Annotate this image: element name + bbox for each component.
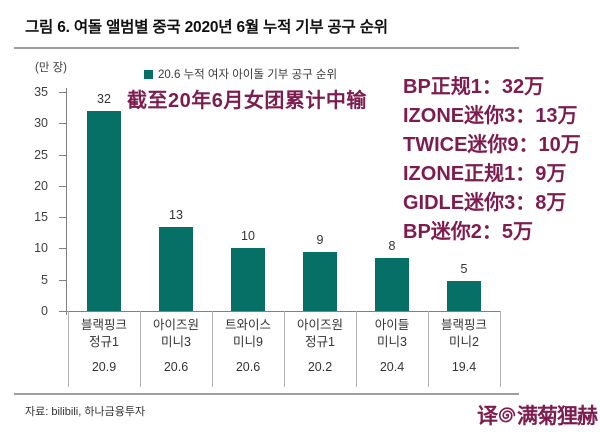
category-cell-border	[356, 311, 357, 387]
y-tick	[59, 123, 66, 125]
category-label: 블랙핑크 정규1	[80, 318, 127, 349]
legend-marker-icon	[144, 69, 153, 79]
bar-value-label: 13	[169, 207, 183, 222]
category-cell-border	[284, 311, 285, 387]
category-cell-border	[428, 311, 429, 387]
watermark-prefix: 译	[477, 405, 498, 428]
category-date-label: 20.2	[307, 360, 333, 374]
y-axis-line	[66, 88, 67, 315]
y-tick	[59, 279, 66, 281]
overlay-headline: 截至20年6月女团累计中输	[127, 90, 367, 112]
bar	[159, 226, 193, 311]
bar-value-label: 10	[241, 228, 255, 243]
watermark-name: 满菊狸赫	[517, 405, 598, 428]
legend: 20.6 누적 여자 아이돌 기부 공구 순위	[144, 66, 337, 82]
bar	[303, 252, 337, 311]
rank-item: BP迷你2：5万	[403, 221, 534, 243]
y-tick-label: 5	[41, 272, 48, 287]
y-tick-label: 25	[34, 147, 48, 162]
rank-item: BP正规1：32万	[403, 76, 545, 98]
category-label: 블랙핑크 미니2	[440, 318, 487, 349]
y-tick	[59, 248, 66, 250]
bar-value-label: 9	[316, 233, 324, 248]
category-date-label: 19.4	[451, 360, 477, 374]
category-date-label: 20.6	[163, 360, 189, 374]
category-label: 아이들 미니3	[374, 318, 410, 349]
category-cell-border	[68, 311, 69, 387]
category-cell-border	[212, 311, 213, 387]
source-note: 자료: bilibili, 하나금융투자	[25, 406, 146, 418]
category-cell-border	[500, 311, 501, 387]
title-rule	[14, 47, 519, 49]
y-tick-label: 10	[34, 241, 48, 256]
bar	[231, 247, 265, 311]
bar-value-label: 5	[460, 261, 468, 276]
figure-title: 그림 6. 여돌 앨범별 중국 2020년 6월 누적 기부 공구 순위	[25, 19, 388, 36]
rank-item: IZONE迷你3：13万	[403, 105, 578, 127]
swirl-icon	[499, 406, 516, 422]
bar-value-label: 8	[388, 238, 396, 253]
category-label: 아이즈원 정규1	[296, 318, 343, 349]
y-tick	[59, 92, 66, 93]
rank-item: IZONE正规1：9万	[403, 163, 567, 185]
y-axis-unit-label: (만 장)	[35, 62, 68, 74]
y-tick	[59, 217, 66, 219]
bar	[447, 280, 481, 311]
category-date-label: 20.9	[91, 360, 117, 374]
watermark: 译 满菊狸赫	[477, 400, 598, 430]
category-date-label: 20.6	[235, 360, 261, 374]
y-tick-label: 30	[34, 116, 48, 131]
y-tick-label: 15	[34, 210, 48, 225]
bar-value-label: 32	[97, 92, 111, 107]
y-tick	[59, 154, 66, 156]
category-label: 아이즈원 미니3	[152, 318, 199, 349]
y-tick-label: 0	[41, 304, 48, 318]
y-tick	[59, 185, 66, 187]
overlay-rank-list: BP正规1：32万 IZONE迷你3：13万 TWICE迷你9：10万 IZONE正规…	[403, 73, 581, 247]
rank-item: GIDLE迷你3：8万	[403, 192, 567, 214]
category-label: 트와이스 미니9	[224, 318, 271, 349]
y-tick-label: 20	[34, 178, 48, 193]
bar	[87, 111, 121, 311]
y-tick	[59, 311, 66, 312]
x-axis-line	[66, 311, 500, 312]
y-tick-label: 35	[34, 85, 48, 99]
legend-label: 20.6 누적 여자 아이돌 기부 공구 순위	[158, 69, 338, 81]
bar	[375, 257, 409, 311]
bottom-rule	[14, 393, 519, 395]
category-date-label: 20.4	[379, 360, 405, 374]
category-cell-border	[140, 311, 141, 387]
rank-item: TWICE迷你9：10万	[403, 134, 581, 156]
